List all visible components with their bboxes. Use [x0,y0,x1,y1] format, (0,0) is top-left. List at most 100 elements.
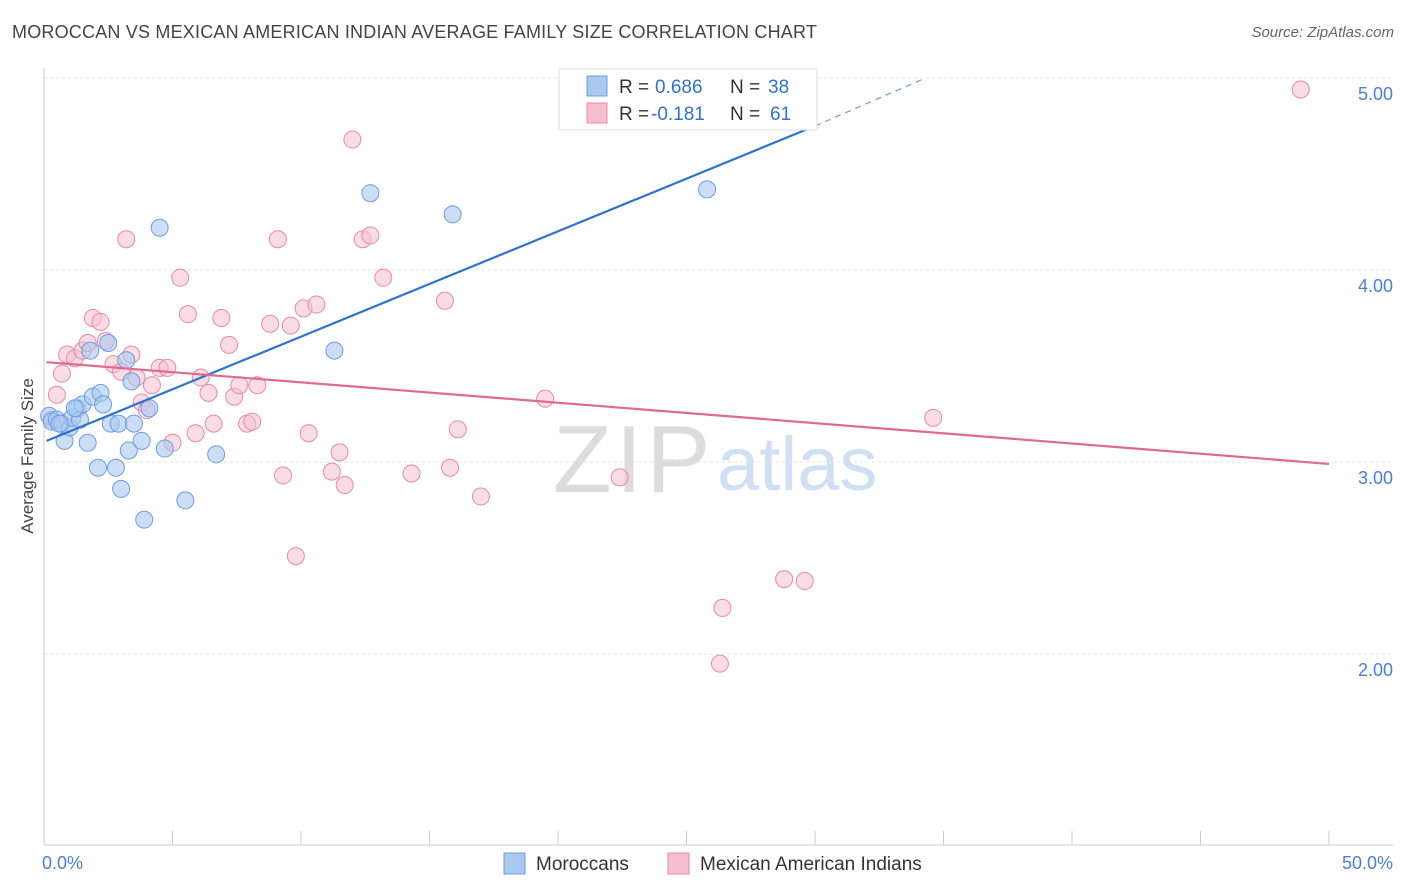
point-moroccans [132,431,151,450]
legend-n-label-2: N = [730,104,760,125]
point-mexican-american-indians [178,305,197,324]
trend-line-moroccans-extension [814,77,926,127]
point-moroccans [88,458,107,477]
point-mexican-american-indians [330,443,349,462]
legend-bottom-swatch-mexican-american-indians [667,852,690,875]
point-mexican-american-indians [775,570,794,589]
legend-n-value-1: 38 [768,77,789,98]
point-mexican-american-indians [335,476,354,495]
y-tick-label: 4.00 [1358,276,1393,296]
point-moroccans [124,414,143,433]
legend-swatch-moroccans [586,75,608,97]
point-moroccans [94,395,113,414]
legend-bottom-swatch-moroccans [503,852,526,875]
trend-line-mexican-american-indians [46,361,1330,466]
point-mexican-american-indians [343,130,362,149]
point-moroccans [99,333,118,352]
point-moroccans [78,433,97,452]
point-moroccans [112,479,131,498]
series-mexican-american-indians [42,80,1310,673]
legend-series: Moroccans Mexican American Indians [503,852,922,875]
point-mexican-american-indians [117,230,136,249]
watermark-zip: ZIP [553,406,714,513]
y-tick-label: 2.00 [1358,660,1393,680]
legend-r-value-1: 0.686 [655,77,703,98]
chart-title: MOROCCAN VS MEXICAN AMERICAN INDIAN AVER… [12,22,818,42]
point-mexican-american-indians [610,468,629,487]
point-moroccans [106,458,125,477]
point-mexican-american-indians [536,389,555,408]
point-mexican-american-indians [281,316,300,335]
legend-r-label-1: R = [619,77,649,98]
x-tick-label-max: 50.0% [1342,853,1393,873]
x-tick-label-min: 0.0% [42,853,83,873]
point-mexican-american-indians [448,420,467,439]
point-mexican-american-indians [435,291,454,310]
trend-lines [46,77,1330,466]
point-mexican-american-indians [274,466,293,485]
chart-source: Source: ZipAtlas.com [1251,24,1394,41]
point-moroccans [443,205,462,224]
point-moroccans [207,445,226,464]
point-moroccans [698,180,717,199]
y-axis-label: Average Family Size [18,378,37,534]
point-mexican-american-indians [230,376,249,395]
grid-layer [43,77,1393,845]
point-mexican-american-indians [220,335,239,354]
point-mexican-american-indians [795,572,814,591]
legend-r-label-2: R = [619,104,649,125]
point-mexican-american-indians [199,383,218,402]
legend-bottom-label-mexican-american-indians: Mexican American Indians [700,854,922,875]
point-mexican-american-indians [212,309,231,327]
legend-bottom-label-moroccans: Moroccans [536,854,629,875]
legend-stats: R = 0.686 N = 38 R = -0.181 N = 61 [558,68,818,131]
point-moroccans [117,351,136,370]
point-mexican-american-indians [1291,80,1310,99]
point-mexican-american-indians [713,598,732,617]
point-mexican-american-indians [361,226,380,245]
point-mexican-american-indians [248,376,267,395]
watermark-atlas: atlas [717,422,878,507]
point-mexican-american-indians [402,464,421,483]
point-mexican-american-indians [186,424,205,443]
point-mexican-american-indians [142,376,161,395]
point-moroccans [50,414,69,433]
legend-r-value-2: -0.181 [651,104,705,125]
legend-n-value-2: 61 [770,104,791,125]
point-mexican-american-indians [91,312,110,331]
point-mexican-american-indians [261,314,280,333]
point-mexican-american-indians [268,230,287,249]
point-mexican-american-indians [374,268,393,287]
point-moroccans [361,184,380,203]
point-mexican-american-indians [471,487,490,506]
point-moroccans [135,510,154,529]
point-mexican-american-indians [204,414,223,433]
trend-line-moroccans [46,124,816,442]
y-tick-label: 3.00 [1358,468,1393,488]
point-mexican-american-indians [924,408,943,427]
y-tick-labels: 2.00 3.00 4.00 5.00 [1358,84,1393,680]
point-mexican-american-indians [299,424,318,443]
point-mexican-american-indians [322,462,341,481]
point-moroccans [81,341,100,360]
point-mexican-american-indians [52,364,71,383]
point-mexican-american-indians [243,412,262,431]
y-tick-label: 5.00 [1358,84,1393,104]
point-moroccans [176,491,195,510]
axis-layer [43,68,1393,846]
point-mexican-american-indians [158,358,177,377]
legend-swatch-mexican-american-indians [586,102,608,124]
point-moroccans [122,372,141,391]
point-mexican-american-indians [307,295,326,314]
point-moroccans [65,399,84,418]
point-mexican-american-indians [286,547,305,566]
point-moroccans [150,218,169,237]
point-moroccans [155,439,174,458]
point-moroccans [325,341,344,360]
point-moroccans [119,441,138,460]
point-mexican-american-indians [710,654,729,673]
point-mexican-american-indians [47,385,66,404]
point-mexican-american-indians [441,458,460,477]
point-moroccans [109,414,128,433]
